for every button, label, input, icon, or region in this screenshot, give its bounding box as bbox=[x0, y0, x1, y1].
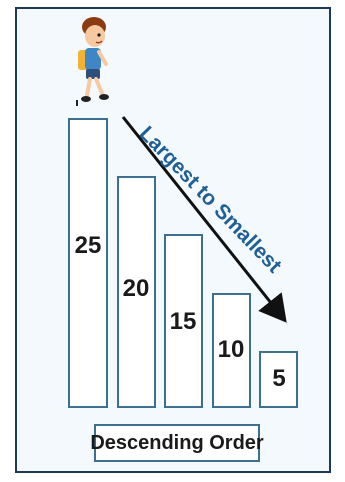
caption-text: Descending Order bbox=[90, 431, 264, 454]
bar-10 bbox=[212, 293, 251, 408]
caption-box: Descending Order bbox=[90, 424, 264, 462]
bar-label-25: 25 bbox=[74, 232, 102, 259]
bar-15 bbox=[164, 234, 203, 408]
bar-label-15: 15 bbox=[169, 308, 197, 335]
bar-label-10: 10 bbox=[217, 336, 245, 363]
cartoon-boy-icon bbox=[76, 17, 109, 106]
bar-5 bbox=[259, 351, 298, 408]
descending-arrow bbox=[121, 116, 287, 323]
bar-20 bbox=[117, 176, 156, 408]
bar-label-20: 20 bbox=[122, 275, 150, 302]
bar-25 bbox=[68, 118, 108, 408]
bar-label-5: 5 bbox=[272, 365, 286, 392]
